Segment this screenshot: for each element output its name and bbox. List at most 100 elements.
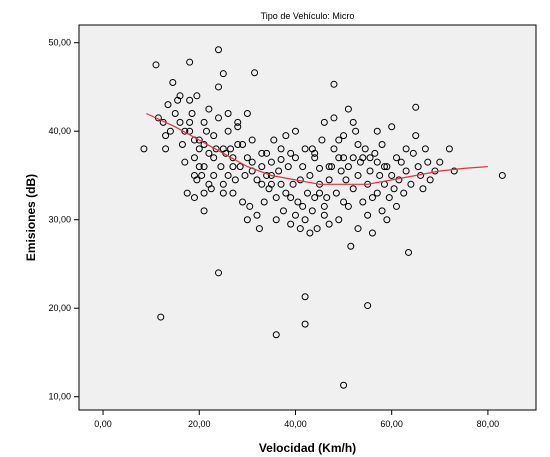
data-point: [166, 127, 174, 135]
data-point: [344, 105, 352, 113]
data-point: [397, 158, 405, 166]
data-point: [344, 163, 352, 171]
data-point: [282, 189, 290, 197]
data-point: [255, 225, 263, 233]
data-point: [289, 180, 297, 188]
data-point: [318, 136, 326, 144]
data-point: [178, 140, 186, 148]
data-point: [373, 189, 381, 197]
data-point: [210, 154, 218, 162]
x-axis-ticks: 0,00 20,00 40,00 60,00 80,00: [94, 410, 499, 429]
data-point: [162, 145, 170, 153]
data-point: [354, 171, 362, 179]
data-point: [304, 189, 311, 197]
data-point: [400, 189, 408, 197]
data-point: [287, 194, 295, 202]
data-point: [219, 189, 227, 197]
data-point: [308, 145, 316, 153]
data-point: [412, 103, 420, 111]
data-point: [301, 216, 309, 224]
data-point: [316, 189, 324, 197]
data-point: [301, 293, 309, 301]
data-point: [246, 202, 254, 210]
data-point: [409, 149, 417, 157]
data-point: [275, 167, 283, 175]
data-point: [419, 185, 427, 193]
data-point: [383, 216, 391, 224]
data-point: [368, 194, 376, 202]
data-point: [181, 127, 189, 135]
data-point: [186, 118, 194, 126]
data-point: [320, 202, 328, 210]
data-point: [364, 211, 372, 219]
data-point: [349, 118, 357, 126]
data-point: [450, 167, 458, 175]
data-point: [436, 158, 444, 166]
data-point: [272, 194, 280, 202]
data-point: [335, 136, 343, 144]
data-point: [157, 313, 165, 321]
data-point: [405, 248, 413, 256]
data-point: [320, 211, 328, 219]
data-point: [424, 158, 432, 166]
data-point: [195, 145, 203, 153]
x-tick-label: 40,00: [284, 419, 307, 429]
data-point: [368, 229, 376, 237]
data-point: [284, 163, 292, 171]
data-point: [207, 185, 215, 193]
data-point: [311, 154, 319, 162]
data-point: [231, 176, 239, 184]
data-point: [188, 110, 196, 118]
data-point: [359, 154, 367, 162]
data-point: [258, 163, 266, 171]
data-point: [349, 154, 357, 162]
data-point: [253, 211, 261, 219]
data-point: [258, 149, 266, 157]
data-point: [301, 320, 309, 328]
data-point: [390, 185, 398, 193]
data-point: [287, 220, 295, 228]
data-point: [224, 127, 232, 135]
data-point: [330, 114, 338, 122]
data-point: [190, 194, 198, 202]
data-point: [229, 189, 237, 197]
data-point: [388, 123, 396, 131]
data-point: [392, 202, 400, 210]
data-point: [195, 136, 203, 144]
data-point: [392, 154, 400, 162]
data-point: [421, 145, 429, 153]
data-point: [200, 163, 208, 171]
data-point: [306, 171, 314, 179]
data-point: [323, 194, 331, 202]
data-point: [414, 163, 422, 171]
data-point: [200, 118, 208, 126]
data-point: [337, 167, 345, 175]
data-point: [202, 127, 210, 135]
data-point: [291, 211, 299, 219]
data-point: [193, 92, 201, 100]
data-point: [407, 180, 415, 188]
data-point: [219, 70, 227, 78]
data-point: [291, 154, 299, 162]
data-point: [176, 92, 184, 100]
data-point: [325, 176, 333, 184]
data-point: [267, 158, 275, 166]
data-point: [402, 145, 410, 153]
data-point: [373, 158, 381, 166]
data-point: [200, 207, 208, 215]
data-point: [200, 189, 208, 197]
data-point: [301, 145, 309, 153]
x-tick-label: 60,00: [380, 419, 403, 429]
data-point: [224, 110, 232, 118]
data-point: [215, 46, 223, 54]
data-point: [366, 167, 374, 175]
data-point: [229, 154, 237, 162]
data-point: [277, 180, 285, 188]
x-axis-title: Velocidad (Km/h): [259, 441, 356, 455]
data-point: [378, 207, 386, 215]
data-point: [359, 198, 367, 206]
data-point: [385, 194, 393, 202]
data-point: [364, 302, 372, 310]
data-point: [325, 163, 333, 171]
data-point: [378, 140, 386, 148]
